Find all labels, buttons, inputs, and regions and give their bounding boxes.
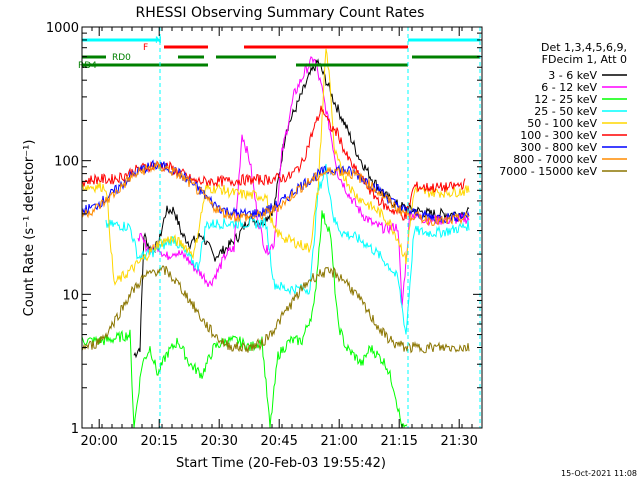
axes-layer: 1 10 100 1000 20:00 20:15 20:30 20:45 21:00 21:15… — [46, 21, 483, 449]
x-tick-label-0: 20:00 — [80, 434, 117, 449]
flag-label-n: N — [155, 36, 162, 46]
legend-label-7: 800 - 7000 keV — [513, 153, 597, 166]
legend-label-8: 7000 - 15000 keV — [499, 165, 597, 178]
legend-label-4: 50 - 100 keV — [527, 117, 597, 130]
x-axis-label: Start Time (20-Feb-03 19:55:42) — [176, 456, 386, 471]
legend-label-6: 300 - 800 keV — [520, 141, 597, 154]
flag-label-f: F — [143, 43, 148, 53]
series-line-7 — [81, 160, 470, 227]
legend-label-2: 12 - 25 keV — [534, 93, 597, 106]
legend-header-1: FDecim 1, Att 0 — [542, 53, 627, 66]
legend-label-5: 100 - 300 keV — [520, 129, 597, 142]
flags-layer: NF RD0 RD4 — [78, 36, 480, 71]
x-tick-label-6: 21:30 — [440, 434, 477, 449]
y-axis-label: Count Rate (s⁻¹ detector⁻¹) — [22, 140, 37, 317]
flag-label-rd4: RD4 — [78, 61, 97, 71]
y-tick-label-1: 10 — [62, 288, 79, 303]
series-line-2 — [81, 210, 408, 429]
chart-title: RHESSI Observing Summary Count Rates — [136, 5, 425, 21]
x-tick-label-4: 21:00 — [320, 434, 357, 449]
series-layer — [81, 48, 470, 429]
legend-label-0: 3 - 6 keV — [548, 69, 597, 82]
legend: Det 1,3,4,5,6,9,FDecim 1, Att 0 3 - 6 keV… — [499, 41, 627, 178]
legend-label-1: 6 - 12 keV — [541, 81, 597, 94]
x-tick-label-3: 20:45 — [260, 434, 297, 449]
y-tick-label-3: 1000 — [46, 21, 79, 36]
x-tick-label-1: 20:15 — [140, 434, 177, 449]
x-tick-label-5: 21:15 — [380, 434, 417, 449]
flag-label-rd0: RD0 — [112, 53, 131, 63]
legend-header-0: Det 1,3,4,5,6,9, — [541, 41, 627, 54]
legend-label-3: 25 - 50 keV — [534, 105, 597, 118]
series-line-0 — [133, 58, 470, 359]
y-tick-label-0: 1 — [71, 422, 79, 437]
series-line-8 — [81, 264, 470, 354]
x-tick-label-2: 20:30 — [200, 434, 237, 449]
footer-timestamp: 15-Oct-2021 11:08 — [561, 469, 637, 478]
series-line-4 — [81, 48, 470, 286]
y-tick-label-2: 100 — [54, 155, 79, 170]
